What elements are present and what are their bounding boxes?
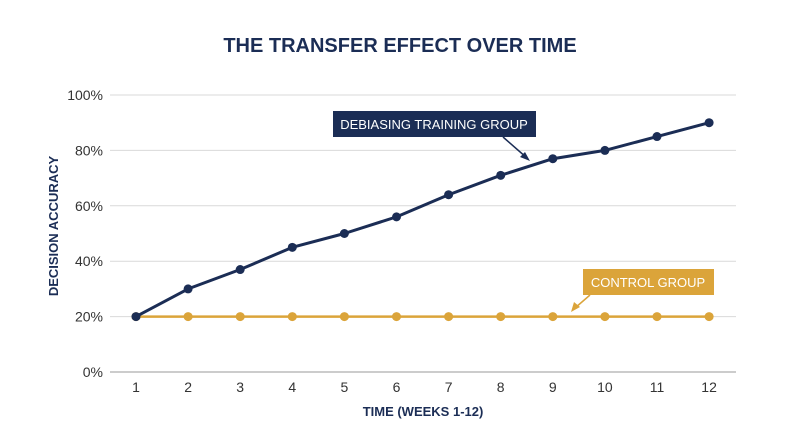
x-tick-label: 4 xyxy=(288,379,296,395)
x-tick-label: 8 xyxy=(497,379,505,395)
y-tick-label: 80% xyxy=(75,142,103,158)
data-point-debiasing xyxy=(131,312,141,322)
data-point-debiasing xyxy=(339,229,349,238)
x-tick-label: 6 xyxy=(393,379,401,395)
data-point-debiasing xyxy=(548,154,558,164)
data-point-control xyxy=(392,312,401,322)
y-axis-ticks: 0% 20% 40% 60% 80% 100% xyxy=(67,87,103,380)
data-point-debiasing xyxy=(392,212,401,222)
y-axis-label: DECISION ACCURACY xyxy=(46,155,61,296)
y-tick-label: 0% xyxy=(83,364,103,380)
data-point-control xyxy=(496,312,506,322)
series-control xyxy=(131,312,714,322)
series-layer xyxy=(131,118,714,322)
data-point-control xyxy=(183,312,193,322)
y-tick-label: 60% xyxy=(75,198,103,214)
callout-control-arrowhead xyxy=(571,302,580,312)
data-point-control xyxy=(339,312,349,322)
data-point-debiasing xyxy=(496,170,506,180)
series-line-debiasing xyxy=(135,121,710,318)
x-tick-label: 1 xyxy=(132,379,140,395)
x-tick-label: 2 xyxy=(184,379,192,395)
chart-title: THE TRANSFER EFFECT OVER TIME xyxy=(223,35,576,57)
x-axis-label: TIME (WEEKS 1-12) xyxy=(363,404,484,419)
callout-debiasing: DEBIASING TRAINING GROUP xyxy=(333,111,536,161)
x-axis-ticks: 1 2 3 4 5 6 7 8 9 10 11 12 xyxy=(132,379,717,395)
x-tick-label: 5 xyxy=(341,379,349,395)
callout-control: CONTROL GROUP xyxy=(571,269,714,312)
data-point-debiasing xyxy=(704,118,714,128)
data-point-control xyxy=(548,312,558,322)
data-point-control xyxy=(444,312,454,322)
x-tick-label: 9 xyxy=(549,379,557,395)
callout-debiasing-arrowhead xyxy=(520,152,530,161)
x-tick-label: 7 xyxy=(445,379,453,395)
y-tick-label: 20% xyxy=(75,309,103,325)
series-debiasing xyxy=(131,118,714,322)
data-point-control xyxy=(652,312,662,322)
x-tick-label: 3 xyxy=(236,379,244,395)
callout-control-label: CONTROL GROUP xyxy=(591,275,705,290)
y-tick-label: 40% xyxy=(75,253,103,269)
data-point-debiasing xyxy=(652,132,662,142)
data-point-debiasing xyxy=(235,265,245,275)
data-point-debiasing xyxy=(600,145,610,155)
callout-debiasing-box xyxy=(333,111,536,137)
data-point-debiasing xyxy=(183,284,193,294)
x-tick-label: 12 xyxy=(701,379,717,395)
data-point-control xyxy=(600,312,610,322)
data-point-debiasing xyxy=(287,242,297,252)
x-tick-label: 10 xyxy=(597,379,613,395)
data-point-control xyxy=(704,312,714,322)
x-tick-label: 11 xyxy=(650,379,665,395)
callout-debiasing-label: DEBIASING TRAINING GROUP xyxy=(340,117,528,132)
data-point-debiasing xyxy=(444,190,454,200)
y-tick-label: 100% xyxy=(67,87,103,103)
data-point-control xyxy=(287,312,297,322)
callout-control-box xyxy=(583,269,714,295)
data-point-control xyxy=(235,312,245,322)
